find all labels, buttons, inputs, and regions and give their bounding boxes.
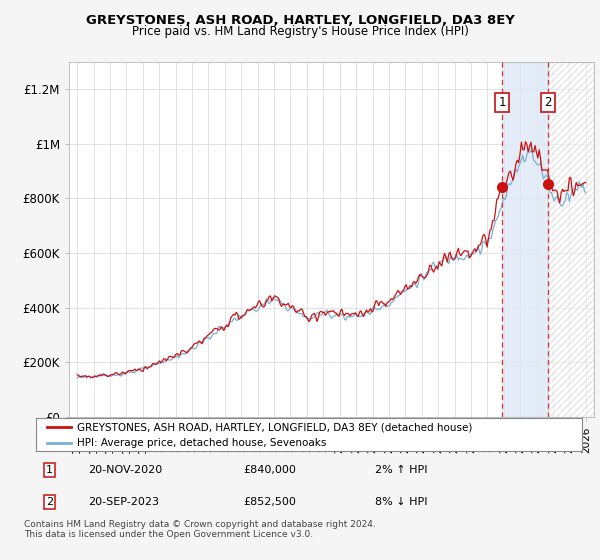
Text: 2: 2 <box>46 497 53 507</box>
Text: HPI: Average price, detached house, Sevenoaks: HPI: Average price, detached house, Seve… <box>77 438 326 447</box>
Text: 1: 1 <box>46 465 53 475</box>
Text: 8% ↓ HPI: 8% ↓ HPI <box>374 497 427 507</box>
Text: 2% ↑ HPI: 2% ↑ HPI <box>374 465 427 475</box>
Bar <box>548 62 594 417</box>
Text: 2: 2 <box>544 96 552 109</box>
Text: £852,500: £852,500 <box>244 497 296 507</box>
Text: GREYSTONES, ASH ROAD, HARTLEY, LONGFIELD, DA3 8EY (detached house): GREYSTONES, ASH ROAD, HARTLEY, LONGFIELD… <box>77 422 472 432</box>
Text: Price paid vs. HM Land Registry's House Price Index (HPI): Price paid vs. HM Land Registry's House … <box>131 25 469 38</box>
Text: 20-SEP-2023: 20-SEP-2023 <box>88 497 159 507</box>
Text: GREYSTONES, ASH ROAD, HARTLEY, LONGFIELD, DA3 8EY: GREYSTONES, ASH ROAD, HARTLEY, LONGFIELD… <box>86 14 514 27</box>
Text: 20-NOV-2020: 20-NOV-2020 <box>88 465 162 475</box>
Bar <box>502 62 548 417</box>
Text: £840,000: £840,000 <box>244 465 296 475</box>
Text: Contains HM Land Registry data © Crown copyright and database right 2024.
This d: Contains HM Land Registry data © Crown c… <box>24 520 376 539</box>
Text: 1: 1 <box>499 96 506 109</box>
